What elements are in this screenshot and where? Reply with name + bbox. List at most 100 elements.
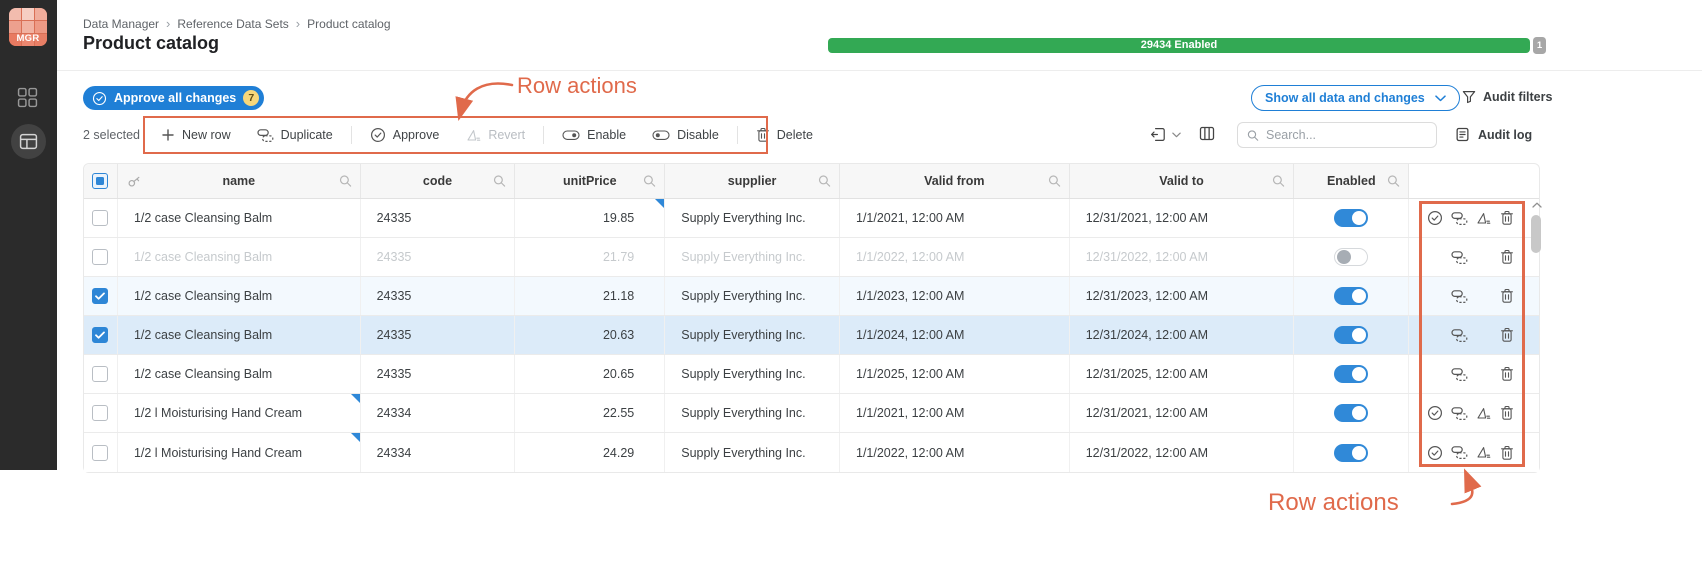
funnel-icon: [1462, 90, 1476, 104]
plus-icon: [161, 128, 175, 142]
breadcrumb-item[interactable]: Product catalog: [307, 16, 391, 31]
column-header-valid-from: Valid from: [840, 164, 1070, 198]
view-selector-dropdown[interactable]: Show all data and changes: [1251, 85, 1460, 111]
page-title: Product catalog: [83, 33, 220, 53]
toggle-off-icon: [652, 129, 670, 141]
row-delete-button[interactable]: [1495, 362, 1519, 386]
cell-name: 1/2 case Cleansing Balm: [118, 316, 361, 354]
row-duplicate-button[interactable]: [1447, 206, 1471, 230]
grid-icon: [17, 87, 38, 108]
row-duplicate-button[interactable]: [1447, 245, 1471, 269]
export-icon: [1150, 127, 1166, 142]
app-logo-text: MGR: [16, 33, 40, 44]
enabled-segment: 29434 Enabled: [828, 38, 1530, 53]
enable-button[interactable]: Enable: [549, 116, 639, 154]
cell-supplier: Supply Everything Inc.: [665, 394, 840, 432]
cell-unitPrice: 20.63: [515, 316, 666, 354]
row-checkbox[interactable]: [92, 288, 109, 304]
row-checkbox[interactable]: [92, 366, 109, 382]
row-delete-button[interactable]: [1495, 401, 1519, 425]
audit-log-label: Audit log: [1478, 127, 1533, 142]
cell-code: 24335: [361, 316, 516, 354]
cell-name: 1/2 l Moisturising Hand Cream: [118, 394, 361, 432]
row-checkbox[interactable]: [92, 249, 109, 265]
row-revert-button[interactable]: [1471, 401, 1495, 425]
table-scrollbar[interactable]: [1531, 200, 1542, 466]
delete-label: Delete: [776, 128, 813, 142]
row-approve-button[interactable]: [1423, 441, 1447, 465]
new-row-button[interactable]: New row: [148, 116, 244, 154]
row-delete-button[interactable]: [1495, 284, 1519, 308]
delete-button[interactable]: Delete: [743, 116, 826, 154]
enabled-toggle[interactable]: [1334, 326, 1369, 344]
toolbar-separator: [736, 126, 738, 144]
export-button[interactable]: [1150, 127, 1181, 142]
row-approve-button[interactable]: [1423, 206, 1447, 230]
column-search-icon[interactable]: [339, 175, 352, 188]
scrollbar-thumb[interactable]: [1531, 215, 1541, 253]
approve-button[interactable]: Approve: [357, 116, 453, 154]
row-delete-button[interactable]: [1495, 245, 1519, 269]
selected-count: 2 selected: [83, 128, 140, 142]
breadcrumb-item[interactable]: Reference Data Sets: [177, 16, 289, 31]
toggle-on-icon: [562, 129, 580, 141]
column-search-icon[interactable]: [643, 175, 656, 188]
cell-name: 1/2 case Cleansing Balm: [118, 238, 361, 276]
enabled-toggle[interactable]: [1334, 209, 1369, 227]
cell-valid-to: 12/31/2022, 12:00 AM: [1070, 433, 1295, 472]
column-search-icon[interactable]: [493, 175, 506, 188]
row-delete-button[interactable]: [1495, 206, 1519, 230]
row-revert-button[interactable]: [1471, 206, 1495, 230]
column-header-name: name: [118, 164, 361, 198]
search-input[interactable]: [1266, 128, 1427, 142]
row-approve-button[interactable]: [1423, 401, 1447, 425]
row-duplicate-button[interactable]: [1447, 362, 1471, 386]
column-search-icon[interactable]: [818, 175, 831, 188]
enabled-toggle[interactable]: [1334, 248, 1369, 266]
audit-log-button[interactable]: Audit log: [1455, 127, 1532, 142]
row-checkbox[interactable]: [92, 444, 109, 461]
cell-unitPrice: 22.55: [515, 394, 666, 432]
breadcrumb-item[interactable]: Data Manager: [83, 16, 160, 31]
cell-name: 1/2 l Moisturising Hand Cream: [118, 433, 361, 472]
row-checkbox[interactable]: [92, 210, 109, 226]
duplicate-button[interactable]: Duplicate: [244, 116, 346, 154]
row-duplicate-button[interactable]: [1447, 441, 1471, 465]
enabled-toggle[interactable]: [1334, 404, 1369, 422]
select-all-checkbox[interactable]: [92, 173, 109, 189]
check-circle-icon: [92, 91, 107, 106]
app-logo[interactable]: MGR: [9, 8, 47, 46]
column-search-icon[interactable]: [1048, 175, 1061, 188]
row-revert-button[interactable]: [1471, 441, 1495, 465]
table-header-row: name code unitPrice supplier Valid from …: [84, 164, 1540, 199]
cell-valid-from: 1/1/2021, 12:00 AM: [840, 394, 1070, 432]
cell-valid-from: 1/1/2025, 12:00 AM: [840, 355, 1070, 393]
toolbar-separator: [350, 126, 352, 144]
disable-button[interactable]: Disable: [639, 116, 732, 154]
column-search-icon[interactable]: [1387, 175, 1400, 188]
enabled-toggle[interactable]: [1334, 287, 1369, 305]
cell-valid-to: 12/31/2021, 12:00 AM: [1070, 199, 1295, 237]
cell-name: 1/2 case Cleansing Balm: [118, 199, 361, 237]
sidebar-item-catalog[interactable]: [11, 124, 46, 159]
enabled-toggle[interactable]: [1334, 365, 1369, 383]
approve-all-changes-button[interactable]: Approve all changes 7: [83, 86, 265, 110]
column-header-actions: [1409, 164, 1540, 198]
table-row: 1/2 case Cleansing Balm 24335 20.65 Supp…: [84, 355, 1539, 394]
row-checkbox[interactable]: [92, 405, 109, 421]
row-checkbox[interactable]: [92, 327, 109, 343]
column-search-icon[interactable]: [1272, 175, 1285, 188]
column-settings-button[interactable]: [1199, 126, 1215, 141]
row-delete-button[interactable]: [1495, 323, 1519, 347]
scroll-up-icon[interactable]: [1532, 202, 1542, 208]
row-delete-button[interactable]: [1495, 441, 1519, 465]
annotation-label-top: Row actions: [517, 73, 637, 98]
audit-filters-button[interactable]: Audit filters: [1462, 90, 1552, 104]
row-duplicate-button[interactable]: [1447, 284, 1471, 308]
sidebar-item-grid[interactable]: [17, 87, 38, 108]
key-icon: [125, 172, 143, 189]
row-duplicate-button[interactable]: [1447, 323, 1471, 347]
enabled-toggle[interactable]: [1334, 443, 1369, 462]
row-duplicate-button[interactable]: [1447, 401, 1471, 425]
column-header-unitPrice: unitPrice: [515, 164, 666, 198]
